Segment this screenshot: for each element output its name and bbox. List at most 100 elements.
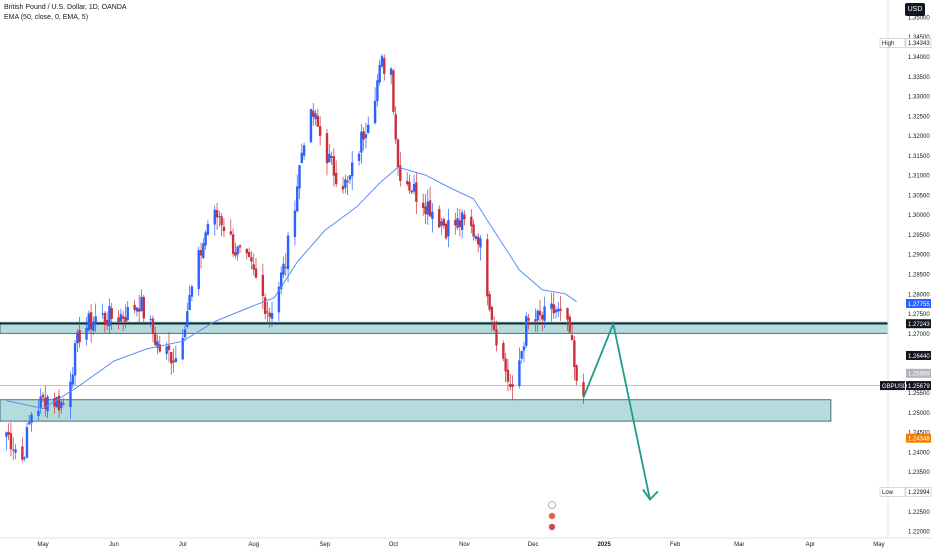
candle-body: [538, 310, 542, 316]
candle-body: [215, 210, 219, 218]
candle-body: [341, 186, 345, 190]
candle-body: [279, 272, 283, 290]
candle-body: [7, 432, 10, 435]
y-tick-label: 1.28500: [908, 273, 930, 279]
candle-body: [183, 329, 187, 338]
candle-body: [431, 211, 434, 219]
candle-body: [438, 209, 441, 228]
y-tick-label: 1.24000: [908, 450, 930, 456]
candle-body: [119, 314, 123, 322]
candle-body: [357, 153, 361, 161]
currency-button[interactable]: USD: [905, 3, 925, 16]
price-tag-value-box: [906, 298, 931, 308]
candle-body: [376, 80, 379, 102]
price-tag-value-box: [906, 368, 931, 378]
candle-body: [504, 358, 507, 372]
price-tag-value: 1.27243: [908, 322, 930, 328]
y-tick-label: 1.27500: [908, 312, 930, 318]
candle-body: [282, 263, 285, 275]
y-tick-label: 1.24500: [908, 431, 930, 437]
candle-body: [474, 236, 478, 239]
candle-body: [566, 308, 569, 320]
candle-body: [509, 384, 512, 387]
candle-body: [76, 332, 79, 344]
candle-body: [14, 449, 17, 453]
candle-body: [140, 296, 143, 311]
x-tick-label: May: [37, 542, 48, 548]
candle-body: [5, 432, 8, 437]
x-tick-label: Nov: [459, 542, 470, 548]
candle-body: [220, 216, 223, 226]
y-tick-label: 1.33500: [908, 75, 930, 81]
candle-body: [39, 396, 42, 409]
candle-body: [536, 310, 539, 321]
y-tick-label: 1.33000: [908, 95, 930, 101]
candle-body: [238, 245, 242, 248]
candle-body: [151, 318, 155, 335]
y-tick-label: 1.23500: [908, 470, 930, 476]
candle-body: [174, 358, 178, 363]
price-tag-value-box: [905, 487, 932, 497]
candle-body: [344, 179, 347, 188]
candle-body: [412, 184, 416, 192]
candle-body: [424, 206, 427, 215]
y-tick-label: 1.29000: [908, 253, 930, 259]
candle-body: [316, 115, 320, 127]
candle-body: [263, 297, 267, 314]
y-tick-label: 1.34000: [908, 55, 930, 61]
candle-body: [502, 342, 505, 359]
candle-body: [231, 234, 235, 254]
x-tick-label: Jul: [179, 542, 187, 548]
candle-body: [362, 131, 365, 140]
candle-body: [575, 365, 578, 381]
candle-body: [470, 216, 473, 227]
candle-body: [28, 422, 31, 425]
zone-support: [0, 399, 832, 422]
price-tag-value-box: [906, 319, 931, 329]
event-flag-uk-icon: [548, 512, 556, 520]
candle-body: [541, 314, 544, 320]
candle-body: [44, 397, 47, 409]
candle-body: [314, 113, 317, 120]
candle-body: [218, 216, 221, 218]
candle-body: [389, 68, 393, 75]
candle-body: [94, 316, 97, 324]
candle-body: [62, 403, 65, 405]
candle-body: [405, 180, 409, 185]
candle-body: [428, 200, 432, 217]
price-tag-value: 1.27755: [908, 302, 930, 308]
y-tick-label: 1.31500: [908, 154, 930, 160]
price-tag-label: High: [882, 41, 894, 47]
candle-body: [364, 134, 368, 139]
candle-body: [154, 333, 157, 345]
candle-body: [456, 218, 459, 228]
candle-body: [247, 251, 251, 258]
y-tick-label: 1.29500: [908, 233, 930, 239]
candle-body: [410, 190, 413, 193]
y-tick-label: 1.30000: [908, 213, 930, 219]
candle-body: [23, 458, 26, 460]
price-tag-value: 1.25679: [908, 384, 930, 390]
candle-body: [78, 330, 81, 343]
candle-body: [293, 210, 297, 238]
x-tick-label: Jun: [109, 542, 119, 548]
price-tag-label: Low: [882, 490, 894, 496]
candle-body: [554, 309, 558, 313]
candle-body: [229, 231, 233, 235]
projection-arrowhead: [642, 488, 659, 501]
candle-body: [392, 70, 395, 112]
price-tag-label-box: [880, 381, 905, 391]
candle-body: [37, 410, 40, 417]
candle-body: [46, 396, 49, 412]
candle-body: [268, 312, 271, 317]
candle-body: [197, 250, 200, 289]
candle-body: [103, 312, 107, 323]
candle-body: [266, 311, 269, 313]
candle-body: [552, 304, 555, 314]
y-tick-label: 1.22000: [908, 530, 930, 536]
candle-body: [124, 317, 127, 323]
candle-body: [213, 209, 216, 225]
event-icon-dividend: [548, 501, 556, 509]
ema-line: [6, 166, 577, 410]
